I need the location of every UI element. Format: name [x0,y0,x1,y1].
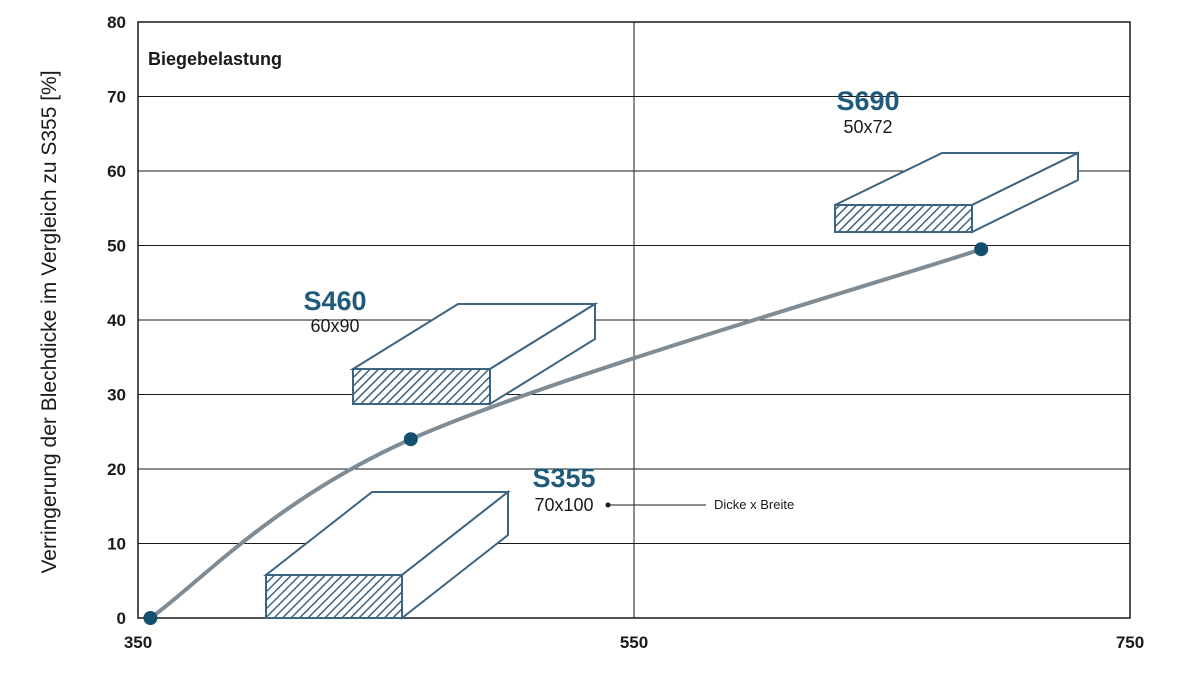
data-point [974,242,989,257]
y-tick-label: 80 [107,13,126,32]
chart-title: Biegebelastung [148,49,282,69]
x-tick-label: 550 [620,633,648,652]
data-point [143,611,158,625]
x-tick-label: 350 [124,633,152,652]
label-s460-name: S460 [303,286,366,316]
label-s460-dims: 60x90 [310,316,359,336]
y-axis-label: Verringerung der Blechdicke im Vergleich… [38,70,61,573]
label-s355-name: S355 [532,463,595,493]
annotation-text: Dicke x Breite [714,497,794,512]
y-tick-label: 70 [107,88,126,107]
y-tick-label: 40 [107,311,126,330]
y-tick-label: 0 [117,609,126,628]
series-points [143,242,989,625]
data-point [403,432,418,447]
x-tick-labels: 350 550 750 [124,633,1144,652]
y-tick-label: 20 [107,460,126,479]
grid [137,21,1131,619]
y-tick-labels: 0 10 20 30 40 50 60 70 80 [107,13,126,628]
y-tick-label: 10 [107,535,126,554]
box-s690 [834,151,1079,234]
plot-frame [137,21,1131,619]
y-tick-label: 50 [107,237,126,256]
x-tick-label: 750 [1116,633,1144,652]
y-tick-label: 60 [107,162,126,181]
label-s355-dims: 70x100 [534,495,593,515]
label-s690-dims: 50x72 [843,117,892,137]
y-tick-label: 30 [107,386,126,405]
box-s355 [263,489,511,621]
series-curve [149,247,982,620]
box-s460 [349,302,599,406]
label-s690-name: S690 [836,86,899,116]
